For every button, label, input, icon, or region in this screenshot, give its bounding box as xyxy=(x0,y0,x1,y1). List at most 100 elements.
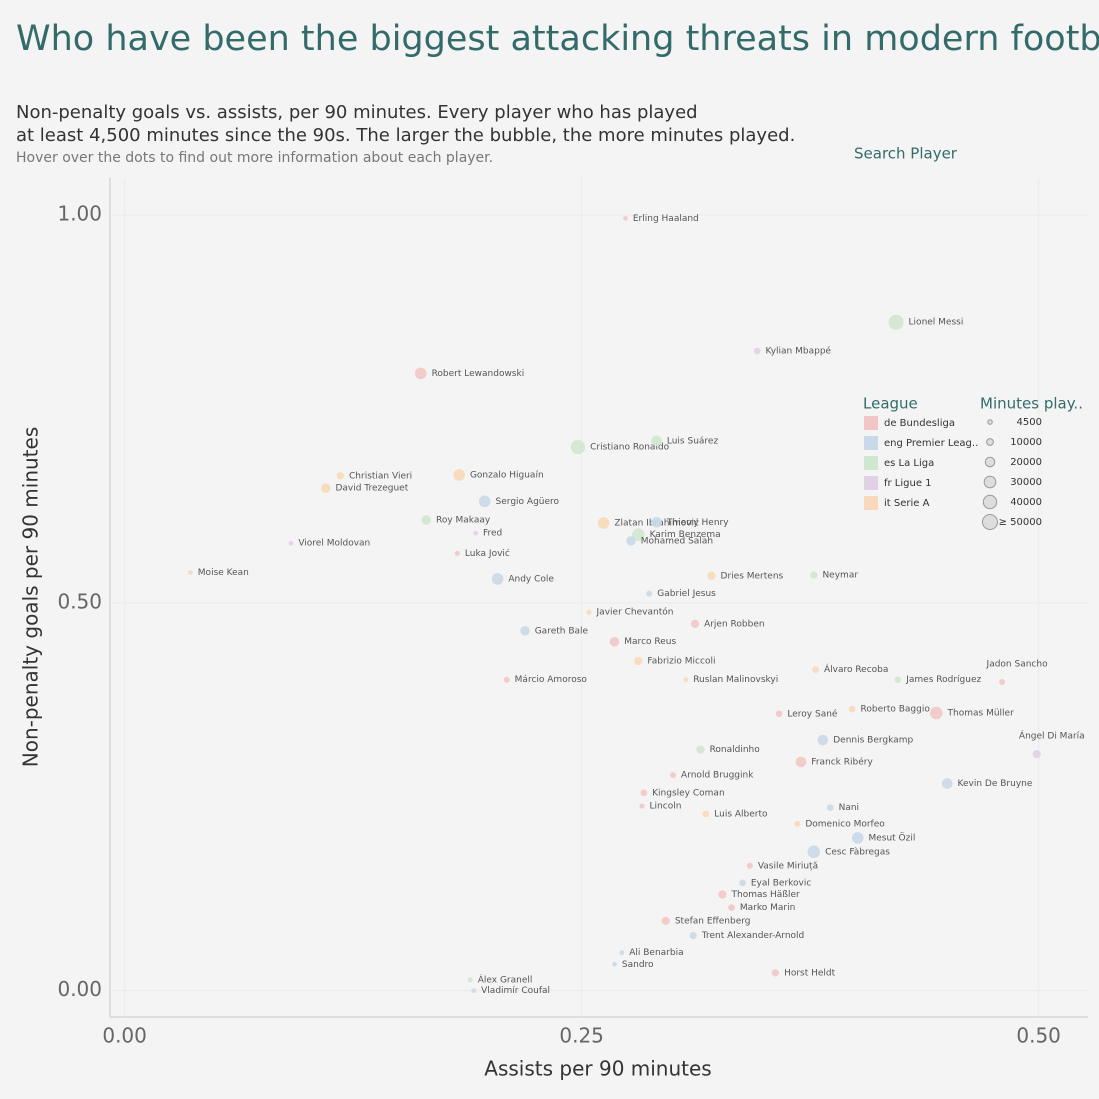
player-dot xyxy=(453,469,465,481)
size-legend-title: Minutes play.. xyxy=(980,395,1083,413)
player-label: Ali Benarbia xyxy=(629,948,683,958)
player-dot xyxy=(690,619,700,628)
player-label: Roy Makaay xyxy=(436,515,491,525)
player-label: Mohamed Salah xyxy=(641,536,713,546)
player-dot xyxy=(807,845,821,859)
player-dot xyxy=(467,977,473,983)
legend-label: it Serie A xyxy=(884,498,930,509)
player-dot xyxy=(651,516,662,528)
player-dot xyxy=(626,536,636,546)
player-dot xyxy=(689,931,697,940)
player-dot xyxy=(707,571,716,580)
player-dot xyxy=(683,677,689,683)
player-dot xyxy=(771,969,780,977)
size-legend-label: 4500 xyxy=(1017,417,1042,428)
player-dot xyxy=(929,706,943,720)
player-label: Lionel Messi xyxy=(909,318,964,328)
size-legend-dot xyxy=(983,475,997,489)
chart-title: Who have been the biggest attacking thre… xyxy=(16,19,1099,59)
player-label: Gareth Bale xyxy=(535,626,589,636)
player-dot xyxy=(810,571,818,579)
player-dot xyxy=(471,988,477,994)
player-dot xyxy=(646,590,653,597)
player-dot xyxy=(795,756,807,768)
player-label: Eyal Berkovic xyxy=(751,878,812,888)
size-legend-label: 40000 xyxy=(1010,497,1042,508)
legend-label: es La Liga xyxy=(884,458,934,469)
player-dot xyxy=(473,530,478,536)
legend-label: eng Premier Leag.. xyxy=(884,438,978,449)
player-dot xyxy=(826,804,834,811)
size-legend-dot xyxy=(982,514,998,530)
player-label: Arjen Robben xyxy=(704,619,764,629)
player-dot xyxy=(753,347,761,355)
player-label: Javier Chevantón xyxy=(596,607,674,618)
player-label: Domenico Morfeo xyxy=(805,819,885,829)
player-dot xyxy=(421,515,431,525)
player-label: Stefan Effenberg xyxy=(675,916,751,926)
player-dot xyxy=(639,803,645,809)
player-dot xyxy=(812,666,819,673)
player-label: Robert Lewandowski xyxy=(432,369,525,379)
player-dot xyxy=(597,517,610,529)
player-dot xyxy=(728,904,735,912)
player-dot xyxy=(718,890,727,899)
player-dot xyxy=(320,483,331,493)
player-label: Sandro xyxy=(622,960,654,970)
player-dot xyxy=(794,820,801,827)
player-dot xyxy=(746,862,753,869)
player-dot xyxy=(414,367,427,380)
player-dot xyxy=(696,745,705,754)
player-label: Moise Kean xyxy=(198,568,249,578)
player-label: Trent Alexander-Arnold xyxy=(701,931,804,941)
x-tick-label: 0.50 xyxy=(1016,1024,1061,1048)
player-label: Kingsley Coman xyxy=(652,788,725,798)
player-dot xyxy=(491,573,504,585)
x-tick-label: 0.25 xyxy=(559,1024,604,1048)
legend-label: de Bundesliga xyxy=(884,418,955,429)
player-dot xyxy=(817,734,829,746)
player-label: Leroy Sané xyxy=(787,708,838,719)
player-dot xyxy=(670,772,677,779)
player-dot xyxy=(623,215,628,221)
player-dot xyxy=(570,439,586,455)
player-dot xyxy=(888,314,904,330)
size-legend-label: 10000 xyxy=(1010,437,1042,448)
player-dot xyxy=(739,879,746,887)
player-label: James Rodríguez xyxy=(905,675,981,685)
player-dot xyxy=(851,832,864,844)
player-dot xyxy=(661,916,670,925)
player-label: Álex Granell xyxy=(478,973,533,985)
player-dot xyxy=(651,435,662,447)
size-legend-dot xyxy=(986,438,994,446)
player-label: Ronaldinho xyxy=(710,745,761,755)
size-legend-dot xyxy=(984,456,996,468)
player-dot xyxy=(454,550,460,556)
player-label: Ángel Di María xyxy=(1019,730,1085,742)
player-dot xyxy=(288,540,294,546)
player-label: Arnold Bruggink xyxy=(681,771,754,781)
player-dot xyxy=(775,710,783,718)
player-label: Marko Marin xyxy=(740,903,795,913)
player-dot xyxy=(702,810,710,818)
player-label: Sergio Agüero xyxy=(496,497,560,507)
player-dot xyxy=(478,495,491,508)
search-player[interactable]: Search Player xyxy=(854,145,958,163)
legend-label: fr Ligue 1 xyxy=(884,478,932,489)
player-label: Erling Haaland xyxy=(633,214,699,224)
size-legend-label: 20000 xyxy=(1010,457,1042,468)
note: Hover over the dots to find out more inf… xyxy=(16,150,493,166)
player-label: Márcio Amoroso xyxy=(515,675,588,685)
size-legend-dot xyxy=(982,494,998,510)
player-label: Gonzalo Higuaín xyxy=(470,470,544,480)
player-label: Cesc Fàbregas xyxy=(825,847,890,857)
player-label: David Trezeguet xyxy=(335,484,408,494)
player-label: Thierry Henry xyxy=(666,518,729,528)
legend-swatch xyxy=(864,456,878,470)
player-dot xyxy=(632,528,645,541)
player-label: Kylian Mbappé xyxy=(765,345,831,356)
player-dot xyxy=(848,705,856,713)
player-label: Vasile Miriuță xyxy=(758,861,818,871)
player-label: Luka Jović xyxy=(465,548,510,559)
